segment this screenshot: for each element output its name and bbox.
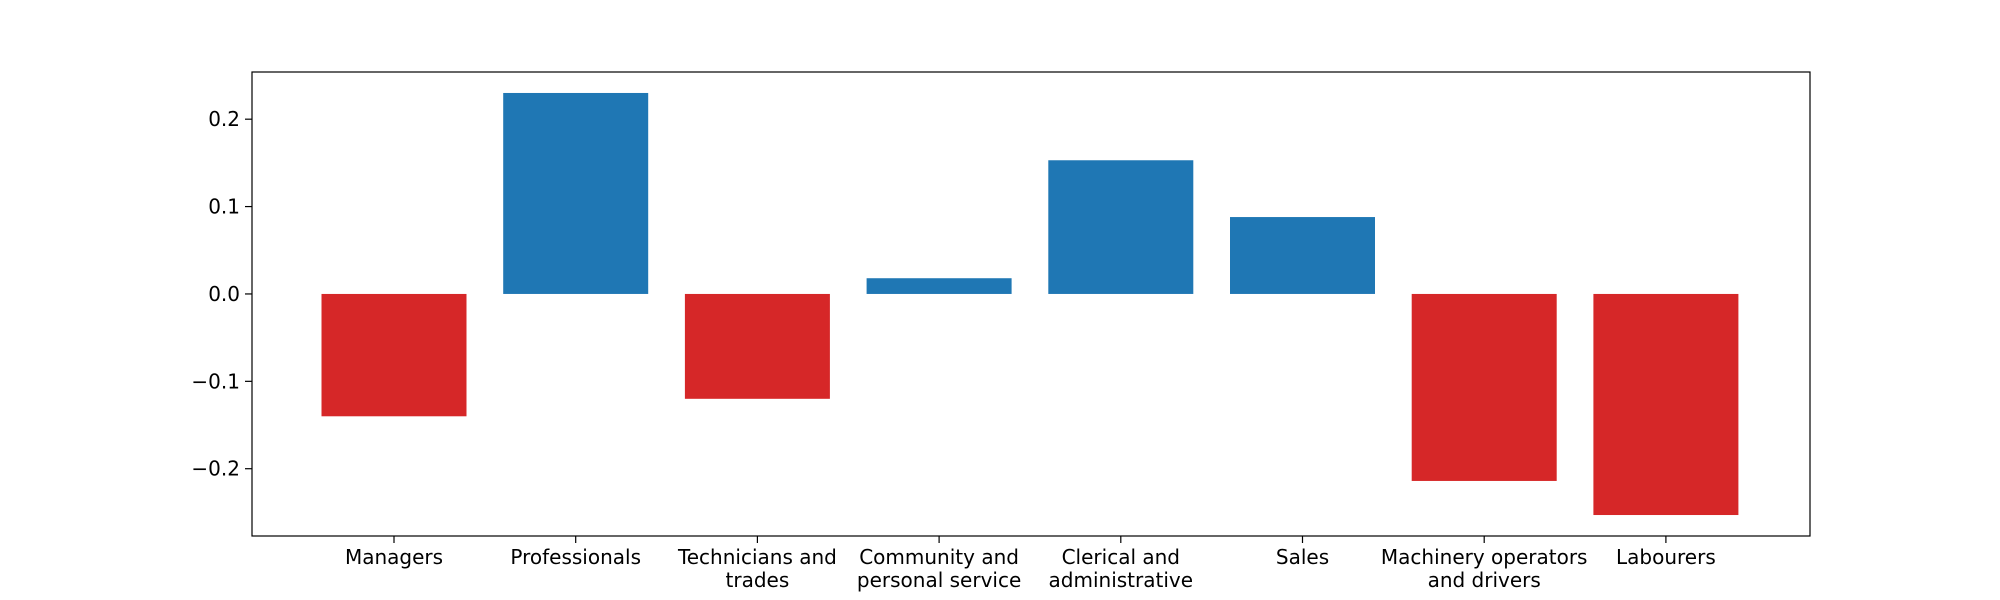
bar-5 [1230,217,1375,294]
x-tick-label: Labourers [1616,545,1716,569]
y-tick-label: 0.2 [208,107,240,131]
x-axis: Managers Professionals Technicians and trad… [345,536,1716,592]
bar-7 [1593,293,1739,516]
y-tick-label: −0.1 [191,369,240,393]
bar-0 [321,293,467,417]
bars-group [321,92,1739,516]
y-tick-label: −0.2 [191,457,240,481]
x-tick-label: Professionals [510,545,641,569]
x-tick-label: Machinery operators and drivers [1381,545,1588,592]
y-tick-label: 0.0 [208,282,240,306]
bar-3 [866,278,1012,294]
bar-1 [503,92,649,294]
x-tick-label: Technicians and trades [677,545,837,592]
bar-2 [684,293,830,399]
y-axis: 0.2 0.1 0.0 −0.1 −0.2 [191,107,252,481]
x-tick-label: Community and personal service [857,545,1021,592]
y-tick-label: 0.1 [208,195,240,219]
x-tick-label: Managers [345,545,443,569]
x-tick-label: Clerical and administrative [1049,545,1194,592]
plot-frame [251,71,1811,537]
x-tick-label: Sales [1276,545,1329,569]
bar-4 [1048,160,1194,294]
bar-6 [1411,293,1557,481]
